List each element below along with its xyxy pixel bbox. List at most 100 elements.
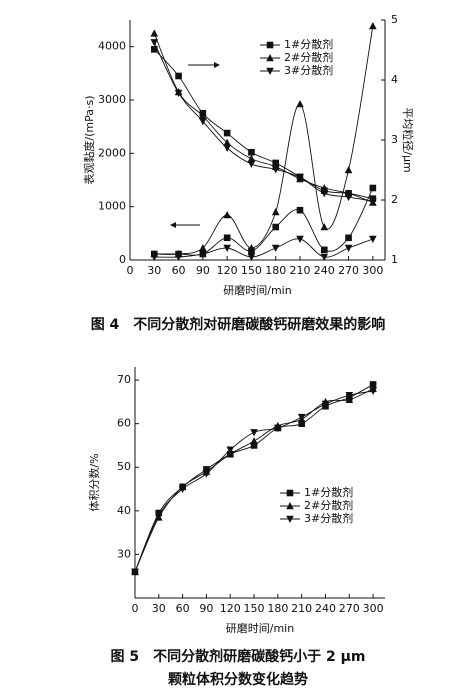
series-line [134,390,374,573]
legend-marker [286,489,294,497]
data-point [174,89,183,98]
data-point [199,244,207,252]
series-line [153,42,373,202]
x-tick-label: 240 [314,264,335,277]
legend-marker [286,502,294,510]
data-point [223,244,231,252]
y-tick-label: 50 [117,460,131,473]
x-tick-label: 150 [241,264,262,277]
y-tick-label: 2000 [98,146,126,159]
y-tick-label: 1000 [98,200,126,213]
data-point [223,211,231,219]
data-point [345,392,354,400]
data-point [248,148,255,156]
data-point [296,235,304,243]
x-tick-label: 60 [176,602,190,615]
y-axis-label: 表观黏度/(mPa·s) [82,95,96,184]
data-point [345,234,352,242]
data-point [202,470,211,478]
x-tick-label: 0 [127,264,134,277]
legend-label: 2#分散剂 [284,50,333,64]
x-tick-label: 30 [152,602,166,615]
data-point [344,193,353,202]
data-point [150,46,158,53]
legend-marker [266,41,274,49]
series-line [134,388,374,573]
data-point [320,184,329,192]
y-tick-label: 40 [117,504,131,517]
data-point [344,244,353,252]
y-axis-label: 体积分数/% [87,453,101,511]
legend-label: 1#分散剂 [304,485,353,499]
x-tick-label: 150 [244,602,265,615]
data-point [150,253,159,261]
data-point [250,437,258,445]
x-tick-label: 210 [291,602,312,615]
data-point [175,72,182,80]
data-point [369,235,377,243]
x-tick-label: 0 [132,602,139,615]
data-point [247,160,256,168]
legend-label: 3#分散剂 [284,63,333,77]
x-tick-label: 120 [217,264,238,277]
data-point [178,485,187,494]
series-line [154,187,374,256]
data-point [369,381,377,388]
data-point [345,395,354,403]
x-tick-label: 270 [339,602,360,615]
y-tick-label: 60 [117,417,131,430]
data-point [272,223,280,231]
data-point [223,138,231,146]
series-line [154,25,374,255]
y2-tick-label: 2 [391,193,398,206]
x-tick-label: 300 [363,602,384,615]
data-point [320,190,329,198]
y-tick-label: 4000 [98,40,126,53]
y-tick-label: 3000 [98,93,126,106]
x-tick-label: 60 [172,264,186,277]
caption: 图 4 不同分散剂对研磨碳酸钙研磨效果的影响 [91,316,386,333]
legend-marker [286,515,294,523]
series-line [154,238,374,258]
y2-tick-label: 3 [391,133,398,146]
arrow-left [170,222,200,228]
x-tick-label: 90 [199,602,213,615]
x-tick-label: 120 [220,602,241,615]
x-tick-label: 300 [362,264,383,277]
data-point [297,413,306,422]
data-point [320,246,328,254]
x-axis-label: 研磨时间/min [223,284,291,297]
arrow-right [188,62,220,68]
x-tick-label: 30 [147,264,161,277]
data-point [223,234,231,242]
data-point [131,568,139,576]
x-tick-label: 180 [267,602,288,615]
data-point [369,387,377,395]
data-point [223,129,231,137]
y2-tick-label: 5 [391,13,398,26]
y-tick-label: 0 [119,253,126,266]
data-point [226,446,235,454]
series-line [153,33,374,203]
x-tick-label: 90 [196,264,210,277]
data-point [296,174,304,182]
data-point [226,450,235,458]
data-point [296,100,304,108]
y-tick-label: 30 [117,547,131,560]
legend-marker [266,67,274,75]
data-point [321,400,330,409]
data-point [271,244,280,252]
y2-tick-label: 4 [391,73,398,86]
legend-label: 2#分散剂 [304,498,353,512]
series-line [153,49,373,200]
data-point [369,184,377,192]
legend-marker [266,54,274,62]
y2-axis-label: 平均粒径/μm [401,107,415,172]
data-point [199,112,207,120]
x-tick-label: 180 [265,264,286,277]
caption: 图 5 不同分散剂研磨碳酸钙小于 2 μm [111,648,366,665]
x-tick-label: 270 [338,264,359,277]
data-point [271,166,280,174]
data-point [150,29,159,37]
